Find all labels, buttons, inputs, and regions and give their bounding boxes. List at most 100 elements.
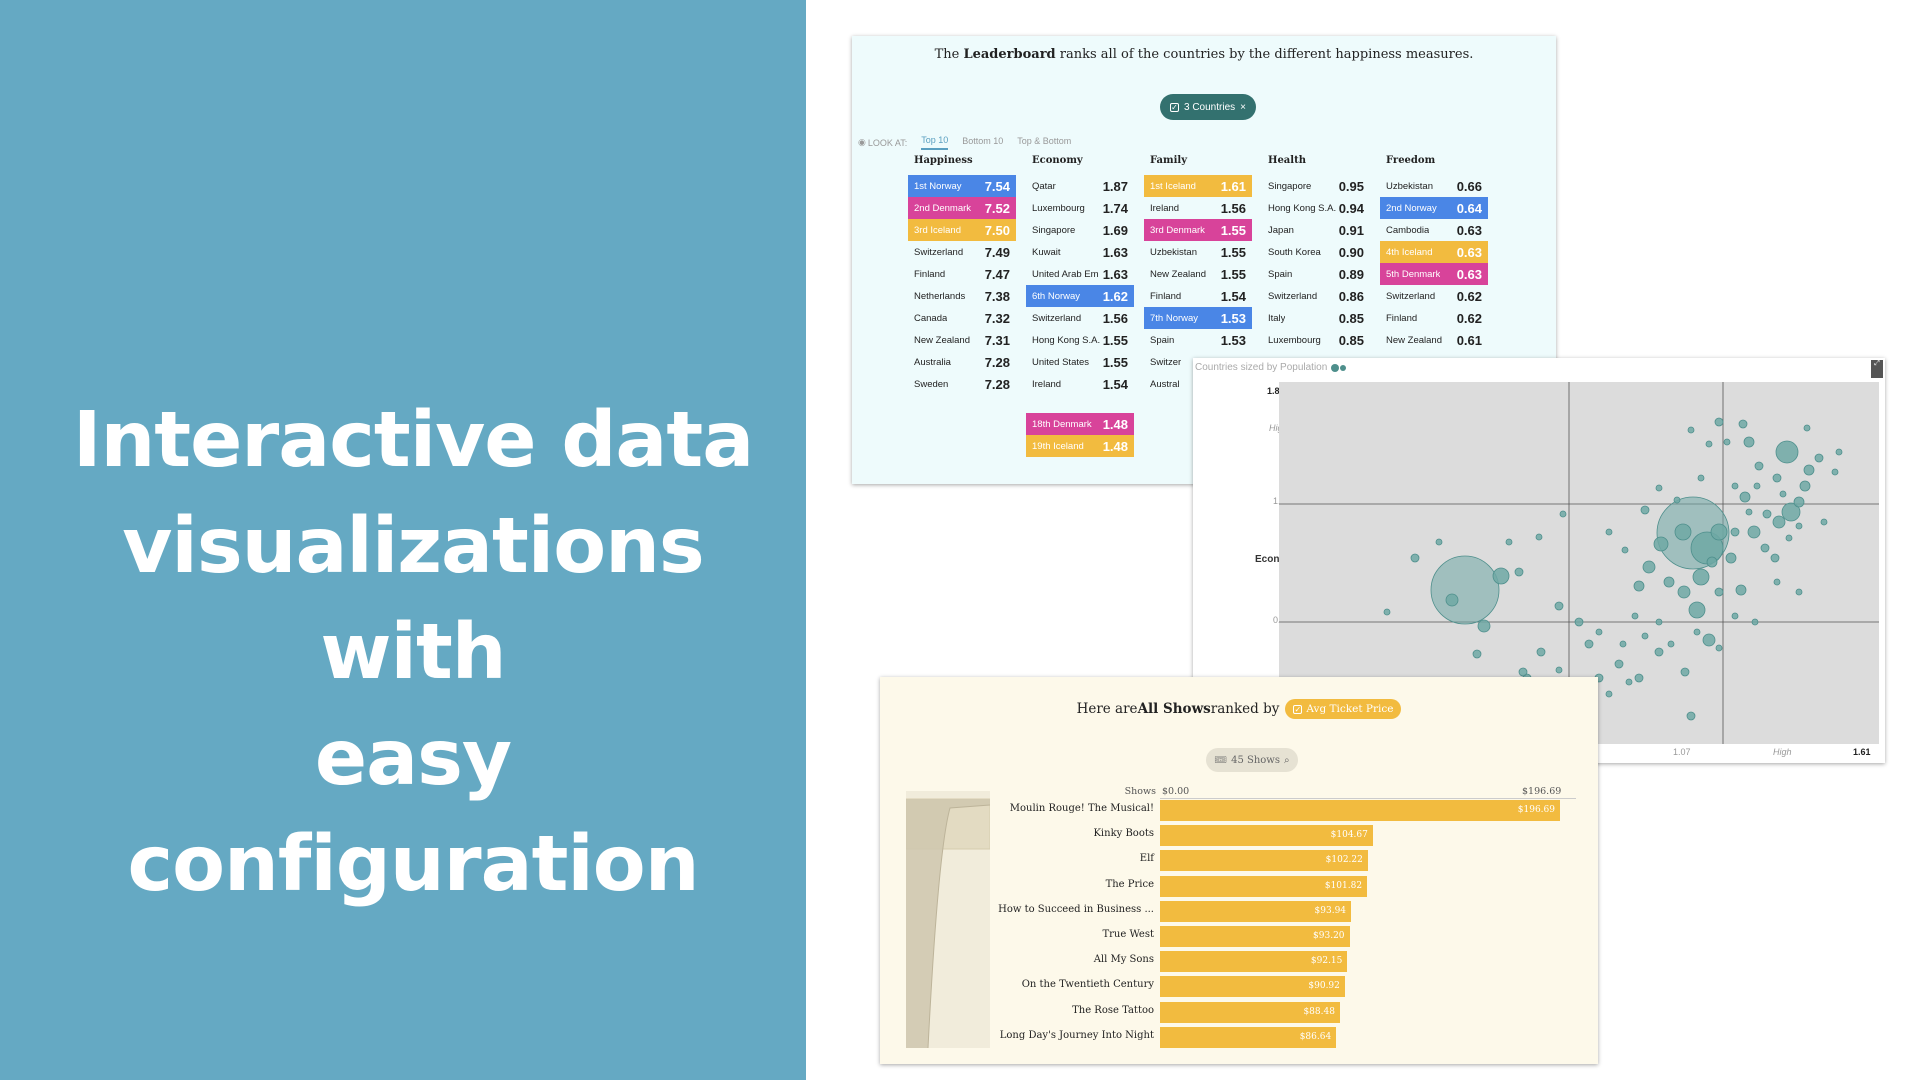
country-bubble[interactable] <box>1430 555 1500 625</box>
country-bubble[interactable] <box>1706 556 1718 568</box>
close-icon[interactable]: × <box>1240 101 1246 113</box>
leaderboard-row[interactable]: Finland 7.47 <box>908 263 1016 285</box>
country-bubble[interactable] <box>1633 580 1645 592</box>
leaderboard-row[interactable]: 1st Iceland 1.61 <box>1144 175 1252 197</box>
country-bubble[interactable] <box>1692 568 1710 586</box>
country-bubble[interactable] <box>1654 647 1664 657</box>
country-bubble[interactable] <box>1772 515 1786 529</box>
country-bubble[interactable] <box>1655 484 1663 492</box>
leaderboard-row[interactable]: Spain 0.89 <box>1262 263 1370 285</box>
show-bar[interactable]: $93.94 <box>1160 900 1352 922</box>
country-bubble[interactable] <box>1795 588 1803 596</box>
leaderboard-row[interactable]: New Zealand 0.61 <box>1380 329 1488 351</box>
show-bar[interactable]: $88.48 <box>1160 1001 1340 1023</box>
leaderboard-row[interactable]: Uzbekistan 1.55 <box>1144 241 1252 263</box>
country-bubble[interactable] <box>1820 518 1828 526</box>
show-bar[interactable]: $196.69 <box>1160 800 1560 821</box>
leaderboard-row[interactable]: United Arab Em 1.63 <box>1026 263 1134 285</box>
show-row[interactable]: Kinky Boots $104.67 <box>880 823 1598 848</box>
tab-top-10[interactable]: Top 10 <box>921 135 949 150</box>
leaderboard-row[interactable]: Switzerland 0.86 <box>1262 285 1370 307</box>
country-bubble[interactable] <box>1747 525 1761 539</box>
country-bubble[interactable] <box>1514 567 1524 577</box>
country-bubble[interactable] <box>1793 496 1805 508</box>
country-bubble[interactable] <box>1655 618 1663 626</box>
leaderboard-row[interactable]: 7th Norway 1.53 <box>1144 307 1252 329</box>
country-bubble[interactable] <box>1584 639 1594 649</box>
country-bubble[interactable] <box>1693 628 1701 636</box>
show-row[interactable]: Moulin Rouge! The Musical! $196.69 <box>880 798 1598 823</box>
country-bubble[interactable] <box>1686 711 1696 721</box>
leaderboard-row[interactable]: 3rd Iceland 7.50 <box>908 219 1016 241</box>
tab-top-and-bottom[interactable]: Top & Bottom <box>1017 136 1072 146</box>
country-bubble[interactable] <box>1536 647 1546 657</box>
country-bubble[interactable] <box>1831 468 1839 476</box>
country-bubble[interactable] <box>1621 546 1629 554</box>
leaderboard-row[interactable]: Sweden 7.28 <box>908 373 1016 395</box>
show-bar[interactable]: $90.92 <box>1160 976 1345 998</box>
leaderboard-row[interactable]: Hong Kong S.A. 1.55 <box>1026 329 1134 351</box>
country-bubble[interactable] <box>1697 474 1705 482</box>
country-bubble[interactable] <box>1605 690 1613 698</box>
leaderboard-row[interactable]: New Zealand 7.31 <box>908 329 1016 351</box>
country-bubble[interactable] <box>1614 659 1624 669</box>
leaderboard-row[interactable]: Canada 7.32 <box>908 307 1016 329</box>
show-row[interactable]: Elf $102.22 <box>880 848 1598 873</box>
leaderboard-row[interactable]: 3rd Denmark 1.55 <box>1144 219 1252 241</box>
country-bubble[interactable] <box>1715 644 1723 652</box>
country-bubble[interactable] <box>1781 502 1801 522</box>
country-bubble[interactable] <box>1631 612 1639 620</box>
country-bubble[interactable] <box>1803 464 1815 476</box>
expand-icon[interactable]: ⤢ <box>1871 360 1883 378</box>
country-bubble[interactable] <box>1677 585 1691 599</box>
country-bubble[interactable] <box>1410 553 1420 563</box>
leaderboard-row[interactable]: Luxembourg 0.85 <box>1262 329 1370 351</box>
leaderboard-row[interactable]: Switzerland 1.56 <box>1026 307 1134 329</box>
country-bubble[interactable] <box>1795 522 1803 530</box>
show-row[interactable]: The Price $101.82 <box>880 874 1598 899</box>
country-bubble[interactable] <box>1751 618 1759 626</box>
country-bubble[interactable] <box>1619 640 1627 648</box>
country-bubble[interactable] <box>1445 593 1459 607</box>
leaderboard-row[interactable]: Singapore 0.95 <box>1262 175 1370 197</box>
country-bubble[interactable] <box>1505 538 1513 546</box>
country-bubble[interactable] <box>1770 553 1780 563</box>
country-bubble[interactable] <box>1754 461 1764 471</box>
country-bubble[interactable] <box>1702 633 1716 647</box>
shows-count-chip[interactable]: 🎟 45 Shows ⌕ <box>1206 748 1298 772</box>
country-bubble[interactable] <box>1477 619 1491 633</box>
country-bubble[interactable] <box>1559 510 1567 518</box>
country-bubble[interactable] <box>1574 617 1584 627</box>
leaderboard-row[interactable]: 2nd Norway 0.64 <box>1380 197 1488 219</box>
show-row[interactable]: How to Succeed in Business ... $93.94 <box>880 899 1598 924</box>
country-bubble[interactable] <box>1554 601 1564 611</box>
leaderboard-row[interactable]: Ireland 1.54 <box>1026 373 1134 395</box>
country-bubble[interactable] <box>1673 496 1681 504</box>
overview-minimap[interactable] <box>906 791 990 1048</box>
country-bubble[interactable] <box>1725 552 1737 564</box>
country-bubble[interactable] <box>1595 628 1603 636</box>
country-bubble[interactable] <box>1730 527 1740 537</box>
leaderboard-row[interactable]: Ireland 1.56 <box>1144 197 1252 219</box>
country-bubble[interactable] <box>1803 424 1811 432</box>
country-bubble[interactable] <box>1779 490 1787 498</box>
country-bubble[interactable] <box>1640 505 1650 515</box>
show-bar[interactable]: $101.82 <box>1160 875 1368 897</box>
show-row[interactable]: The Rose Tattoo $88.48 <box>880 1000 1598 1025</box>
leaderboard-row[interactable]: 19th Iceland 1.48 <box>1026 435 1134 457</box>
country-bubble[interactable] <box>1667 640 1675 648</box>
show-row[interactable]: True West $93.20 <box>880 924 1598 949</box>
country-bubble[interactable] <box>1762 509 1772 519</box>
leaderboard-row[interactable]: Australia 7.28 <box>908 351 1016 373</box>
leaderboard-row[interactable]: Spain 1.53 <box>1144 329 1252 351</box>
country-bubble[interactable] <box>1383 608 1391 616</box>
country-bubble[interactable] <box>1625 678 1633 686</box>
show-bar[interactable]: $102.22 <box>1160 850 1368 872</box>
country-bubble[interactable] <box>1641 632 1649 640</box>
leaderboard-row[interactable]: Finland 0.62 <box>1380 307 1488 329</box>
leaderboard-row[interactable]: Hong Kong S.A. 0.94 <box>1262 197 1370 219</box>
leaderboard-row[interactable]: 2nd Denmark 7.52 <box>908 197 1016 219</box>
country-bubble[interactable] <box>1773 578 1781 586</box>
country-bubble[interactable] <box>1714 417 1724 427</box>
show-bar[interactable]: $86.64 <box>1160 1026 1337 1048</box>
